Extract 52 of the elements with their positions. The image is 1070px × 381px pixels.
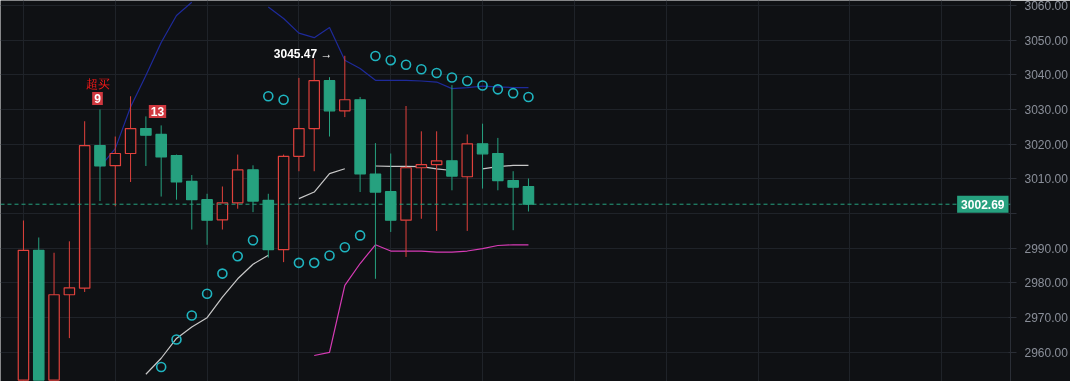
y-tick-label: 2980.00	[1024, 276, 1069, 291]
candlestick	[339, 55, 351, 118]
point	[263, 90, 274, 102]
y-tick-label: 3030.00	[1024, 102, 1069, 117]
point	[446, 72, 458, 83]
candlestick	[63, 240, 76, 339]
point	[400, 59, 412, 70]
point	[247, 234, 259, 246]
candlestick	[415, 130, 428, 220]
point	[186, 310, 198, 321]
line-series	[313, 244, 530, 357]
point	[523, 91, 534, 103]
candlestick	[446, 84, 458, 191]
annotation: 13	[150, 105, 165, 119]
point	[217, 268, 228, 279]
ref-line-label: 3002.69	[961, 197, 1005, 212]
y-tick-label: 3010.00	[1024, 172, 1069, 187]
point	[171, 334, 182, 345]
y-tick-label: 3050.00	[1024, 33, 1069, 48]
candlestick	[155, 124, 167, 198]
point	[477, 80, 488, 91]
point	[431, 67, 442, 79]
y-tick-label: 3020.00	[1024, 137, 1069, 152]
point	[155, 361, 167, 373]
candlestick	[476, 123, 489, 190]
y-tick-label: 3040.00	[1024, 68, 1069, 83]
point	[201, 288, 213, 299]
y-tick-label: 3060.00	[1024, 0, 1069, 13]
point	[370, 50, 381, 62]
candlestick	[109, 136, 122, 207]
point	[293, 257, 305, 269]
candlestick	[140, 115, 152, 167]
y-tick-label: 2960.00	[1024, 345, 1069, 360]
candlestick	[430, 130, 443, 232]
annotation: 3045.47 →	[273, 46, 333, 61]
candlestick	[216, 185, 229, 231]
y-tick-label: 2970.00	[1024, 311, 1069, 326]
y-tick-label: 2990.00	[1024, 241, 1069, 256]
point	[385, 54, 397, 66]
point	[492, 84, 504, 95]
point	[507, 87, 519, 99]
point	[308, 257, 320, 269]
point	[461, 75, 473, 87]
point	[278, 94, 289, 106]
point	[324, 250, 335, 261]
point	[354, 230, 366, 241]
point	[339, 241, 351, 253]
annotation: 超买	[85, 76, 110, 91]
point	[416, 63, 427, 75]
point	[232, 250, 243, 262]
candlestick	[94, 108, 106, 202]
annotation: 9	[94, 92, 102, 106]
